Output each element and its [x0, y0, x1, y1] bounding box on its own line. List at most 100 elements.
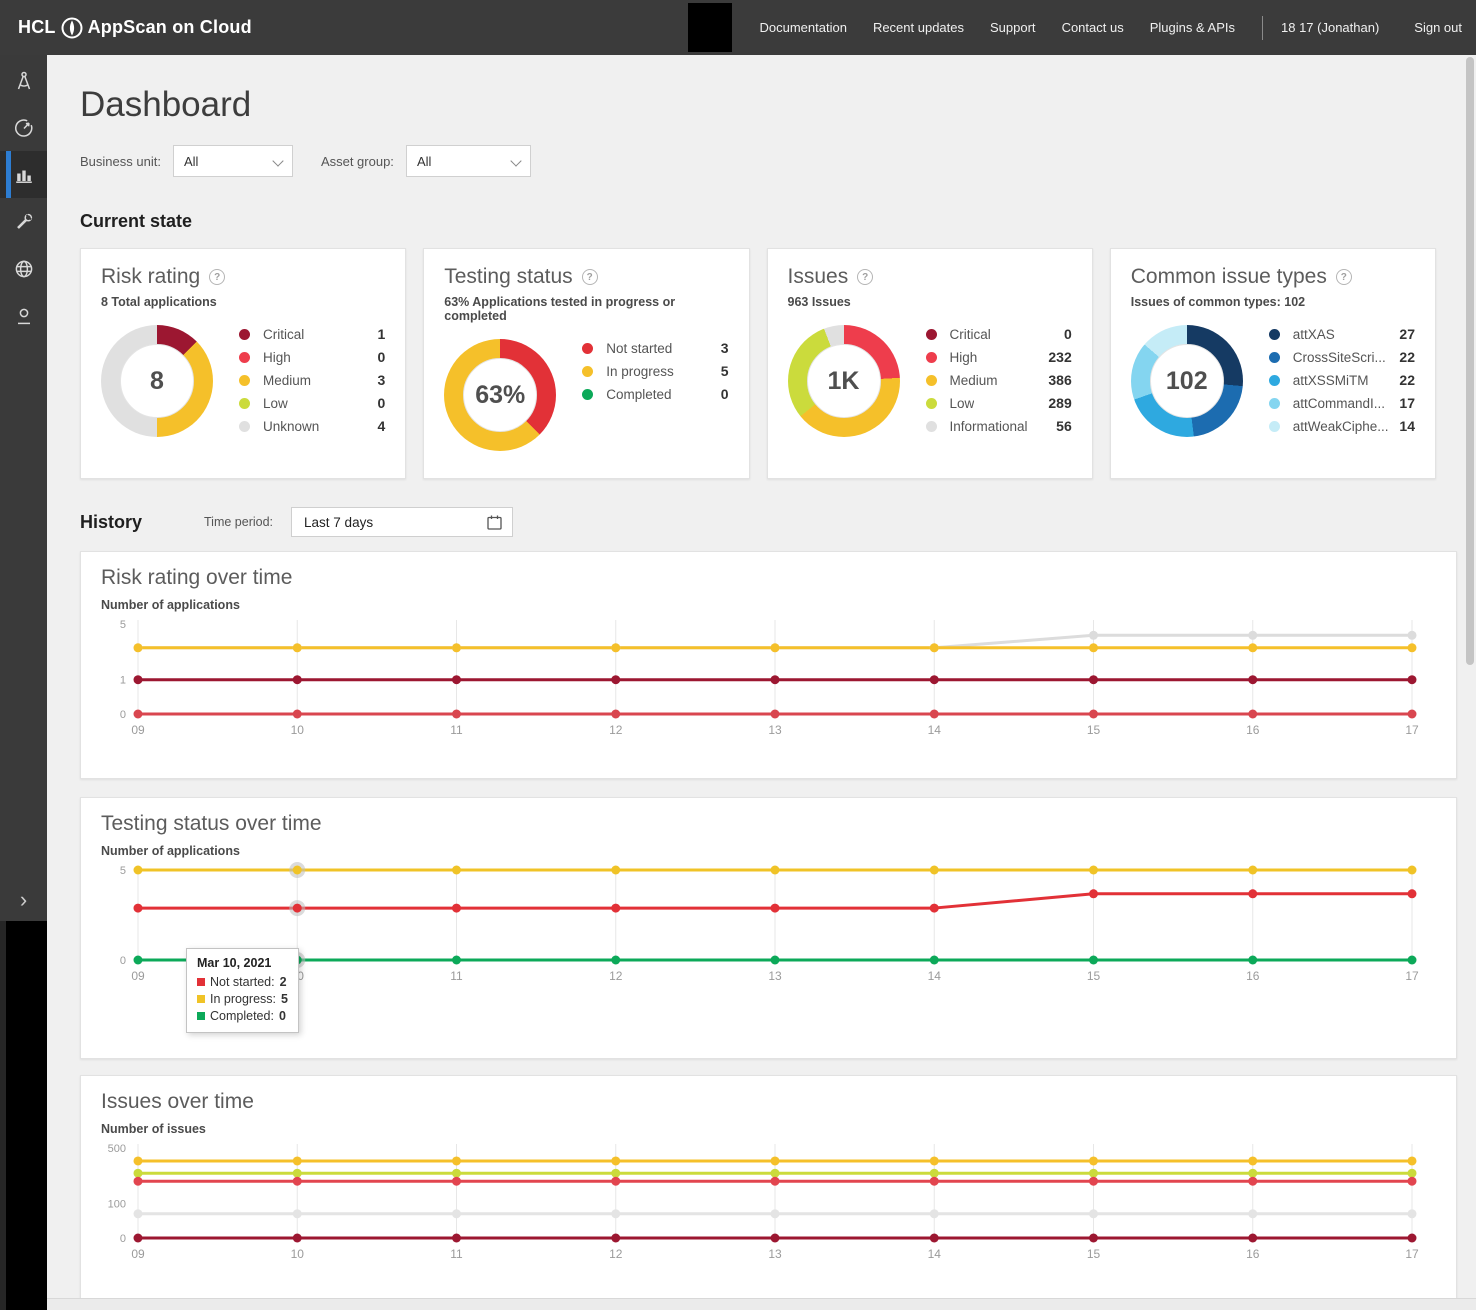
tooltip-row: Completed: 0 [197, 1009, 288, 1023]
legend-color-dot [582, 365, 594, 377]
legend-label: Critical [263, 326, 305, 342]
nav-contact-us[interactable]: Contact us [1061, 20, 1124, 35]
time-period-value: Last 7 days [304, 514, 374, 530]
nav-divider [1262, 15, 1263, 40]
page-title: Dashboard [80, 85, 252, 124]
legend-color-dot [925, 374, 937, 386]
svg-text:100: 100 [108, 1199, 126, 1211]
legend-label: Unknown [263, 418, 320, 434]
hcl-logo-icon [61, 17, 83, 38]
issues-donut[interactable]: 1K [787, 325, 900, 437]
svg-text:17: 17 [1405, 1247, 1419, 1261]
sidebar-item-dashboard[interactable] [0, 151, 47, 198]
legend-label: Completed [606, 386, 672, 402]
legend-color-dot [1268, 351, 1280, 363]
help-icon[interactable]: ? [209, 269, 226, 285]
legend-label: Informational [949, 418, 1028, 434]
svg-text:10: 10 [291, 723, 305, 737]
svg-text:15: 15 [1087, 723, 1101, 737]
svg-text:16: 16 [1246, 723, 1260, 737]
legend-item: High 232 [925, 349, 1072, 365]
issues-over-time-chart[interactable]: 09 10 11 12 13 14 15 16 17 500 100 0 [101, 1138, 1436, 1271]
testing-status-legend: Not started 3 In progress 5 Completed 0 [582, 339, 729, 451]
svg-text:12: 12 [609, 969, 623, 983]
legend-label: High [263, 349, 291, 365]
legend-item: Medium 3 [239, 372, 385, 388]
legend-label: Low [949, 395, 975, 411]
testing-over-time-card: Testing status over time Number of appli… [80, 797, 1457, 1059]
legend-label: High [949, 349, 978, 365]
applications-compass-icon [17, 71, 30, 89]
legend-item: attCommandI... 17 [1268, 395, 1415, 411]
svg-text:5: 5 [120, 865, 126, 877]
legend-color-dot [239, 397, 250, 409]
svg-text:09: 09 [131, 723, 145, 737]
svg-text:13: 13 [768, 969, 782, 983]
common-issue-types-donut[interactable]: 102 [1130, 325, 1243, 437]
legend-label: Critical [949, 326, 991, 342]
legend-label: Medium [263, 372, 312, 388]
svg-text:1: 1 [120, 675, 126, 687]
sidebar-item-settings[interactable] [0, 198, 47, 245]
card-title: Risk rating [101, 265, 201, 288]
nav-support[interactable]: Support [990, 20, 1036, 35]
legend-value: 0 [720, 386, 729, 402]
common-issue-types-card: Common issue types ? Issues of common ty… [1109, 248, 1436, 479]
card-subtitle: 63% Applications tested in progress or c… [444, 295, 676, 323]
legend-value: 14 [1399, 418, 1415, 434]
legend-value: 4 [377, 418, 386, 434]
legend-value: 0 [1063, 326, 1072, 342]
svg-text:17: 17 [1405, 969, 1419, 983]
user-menu[interactable]: 18 17 (Jonathan) [1281, 20, 1380, 35]
sidebar-item-scans[interactable] [0, 104, 47, 151]
svg-text:09: 09 [131, 1247, 145, 1261]
avatar[interactable] [688, 3, 733, 52]
svg-text:12: 12 [609, 1247, 623, 1261]
card-subtitle: 8 Total applications [101, 295, 217, 309]
sign-out-link[interactable]: Sign out [1414, 20, 1462, 35]
svg-text:15: 15 [1087, 1247, 1101, 1261]
card-subtitle: Issues of common types: 102 [1130, 295, 1306, 309]
legend-item: Unknown 4 [239, 418, 386, 434]
asset-group-value: All [416, 153, 432, 169]
business-unit-select[interactable]: All [172, 145, 293, 177]
risk-over-time-chart[interactable]: 09 10 11 12 13 14 15 16 17 5 1 0 [101, 614, 1436, 747]
help-icon[interactable]: ? [857, 269, 874, 285]
sidebar-item-network[interactable] [0, 245, 47, 292]
nav-documentation[interactable]: Documentation [759, 20, 847, 35]
legend-color-dot [1268, 374, 1280, 386]
asset-group-select[interactable]: All [405, 145, 531, 177]
sidebar-item-applications[interactable] [0, 57, 47, 104]
risk-rating-donut[interactable]: 8 [101, 325, 213, 437]
svg-text:13: 13 [768, 723, 782, 737]
svg-text:11: 11 [450, 969, 463, 983]
testing-status-donut[interactable]: 63% [444, 339, 557, 451]
time-period-select[interactable]: Last 7 days [291, 507, 514, 537]
vertical-scrollbar-thumb[interactable] [1466, 57, 1474, 665]
svg-text:11: 11 [450, 1247, 463, 1261]
main-content: Dashboard Business unit: All Asset group… [47, 55, 1476, 1310]
svg-text:09: 09 [131, 969, 145, 983]
sidebar-expand-chevron[interactable]: › [19, 887, 28, 912]
horizontal-scrollbar-track[interactable] [47, 1298, 1476, 1310]
legend-label: attWeakCiphe... [1292, 418, 1389, 434]
chart-y-axis-label: Number of issues [101, 1122, 206, 1136]
svg-text:17: 17 [1405, 723, 1419, 737]
app-logo[interactable]: HCL AppScan on Cloud [0, 17, 252, 39]
svg-text:11: 11 [450, 723, 463, 737]
sidebar-item-profile[interactable] [0, 292, 47, 339]
legend-value: 0 [377, 395, 386, 411]
svg-text:16: 16 [1246, 969, 1260, 983]
legend-value: 56 [1056, 418, 1072, 434]
svg-text:15: 15 [1087, 969, 1101, 983]
nav-plugins-apis[interactable]: Plugins & APIs [1149, 20, 1235, 35]
dashboard-bar-chart-icon [15, 170, 32, 183]
help-icon[interactable]: ? [1335, 269, 1352, 285]
help-icon[interactable]: ? [581, 269, 598, 285]
donut-center-value: 8 [150, 366, 164, 395]
nav-recent-updates[interactable]: Recent updates [872, 20, 965, 35]
svg-text:13: 13 [768, 1247, 782, 1261]
top-navbar: HCL AppScan on Cloud Documentation Recen… [0, 0, 1476, 55]
testing-status-card: Testing status ? 63% Applications tested… [423, 248, 750, 479]
